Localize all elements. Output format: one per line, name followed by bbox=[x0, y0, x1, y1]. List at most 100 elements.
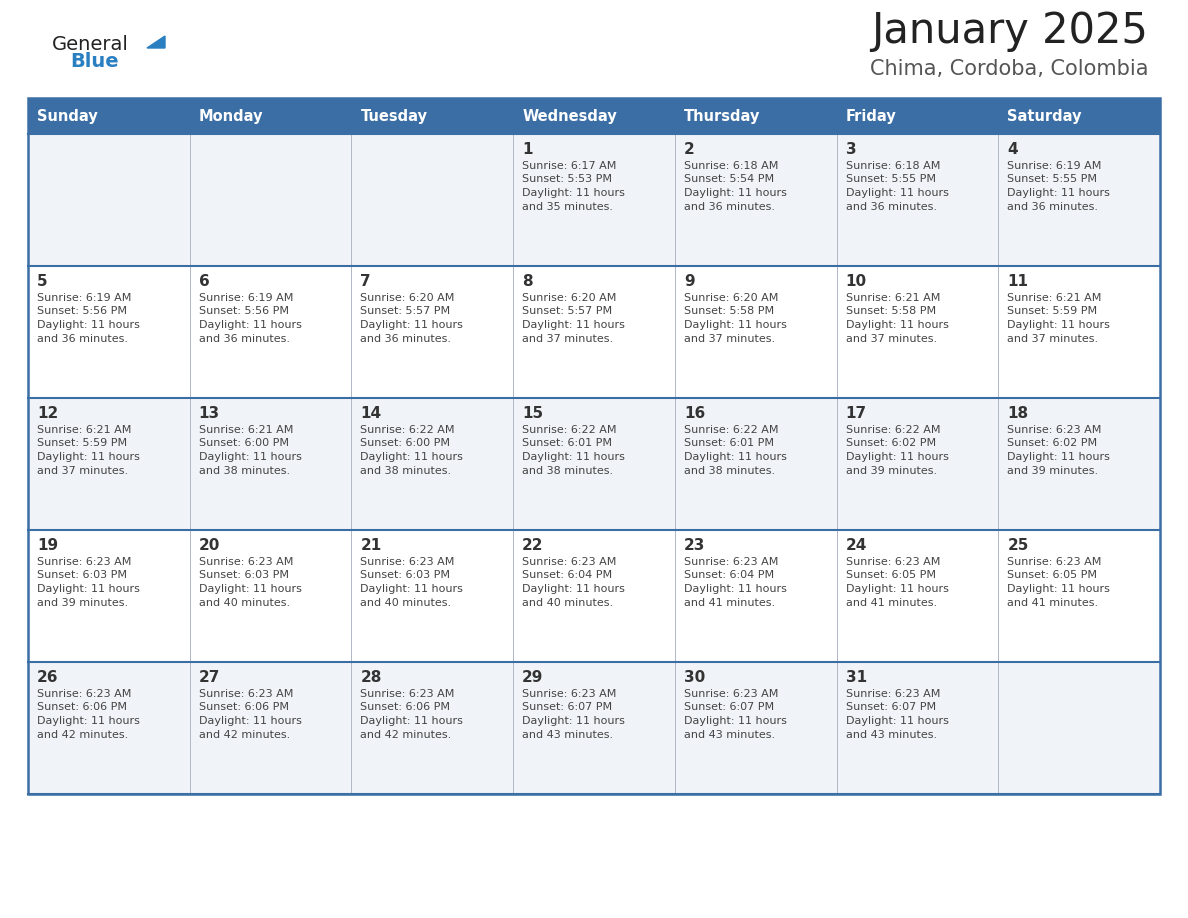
Text: and 41 minutes.: and 41 minutes. bbox=[1007, 598, 1099, 608]
Bar bbox=[998, 530, 1159, 662]
Text: and 40 minutes.: and 40 minutes. bbox=[360, 598, 451, 608]
Text: and 38 minutes.: and 38 minutes. bbox=[523, 465, 613, 476]
Text: and 40 minutes.: and 40 minutes. bbox=[523, 598, 613, 608]
Text: Daylight: 11 hours: Daylight: 11 hours bbox=[1007, 452, 1110, 462]
Text: Daylight: 11 hours: Daylight: 11 hours bbox=[523, 188, 625, 198]
Text: Sunrise: 6:20 AM: Sunrise: 6:20 AM bbox=[360, 293, 455, 303]
Text: 7: 7 bbox=[360, 274, 371, 289]
Text: and 39 minutes.: and 39 minutes. bbox=[846, 465, 936, 476]
Text: Daylight: 11 hours: Daylight: 11 hours bbox=[360, 320, 463, 330]
Text: Sunrise: 6:23 AM: Sunrise: 6:23 AM bbox=[360, 689, 455, 699]
Text: Sunrise: 6:23 AM: Sunrise: 6:23 AM bbox=[198, 689, 293, 699]
Text: 14: 14 bbox=[360, 406, 381, 421]
Text: Daylight: 11 hours: Daylight: 11 hours bbox=[684, 320, 786, 330]
Text: Saturday: Saturday bbox=[1007, 108, 1082, 124]
Text: Sunrise: 6:23 AM: Sunrise: 6:23 AM bbox=[1007, 557, 1101, 567]
Text: and 42 minutes.: and 42 minutes. bbox=[198, 730, 290, 740]
Text: and 36 minutes.: and 36 minutes. bbox=[846, 201, 936, 211]
Bar bbox=[190, 134, 352, 266]
Text: Sunrise: 6:21 AM: Sunrise: 6:21 AM bbox=[37, 425, 132, 435]
Text: Sunset: 5:58 PM: Sunset: 5:58 PM bbox=[846, 307, 936, 317]
Text: Daylight: 11 hours: Daylight: 11 hours bbox=[37, 716, 140, 726]
Text: and 36 minutes.: and 36 minutes. bbox=[684, 201, 775, 211]
Text: Daylight: 11 hours: Daylight: 11 hours bbox=[846, 452, 948, 462]
Text: and 39 minutes.: and 39 minutes. bbox=[37, 598, 128, 608]
Bar bbox=[836, 530, 998, 662]
Text: Daylight: 11 hours: Daylight: 11 hours bbox=[684, 584, 786, 594]
Text: 29: 29 bbox=[523, 670, 544, 685]
Text: Sunset: 6:03 PM: Sunset: 6:03 PM bbox=[198, 570, 289, 580]
Text: and 38 minutes.: and 38 minutes. bbox=[360, 465, 451, 476]
Polygon shape bbox=[147, 36, 165, 48]
Text: Sunset: 5:58 PM: Sunset: 5:58 PM bbox=[684, 307, 775, 317]
Text: and 39 minutes.: and 39 minutes. bbox=[1007, 465, 1099, 476]
Text: and 37 minutes.: and 37 minutes. bbox=[523, 333, 613, 343]
Text: Sunrise: 6:21 AM: Sunrise: 6:21 AM bbox=[846, 293, 940, 303]
Text: Daylight: 11 hours: Daylight: 11 hours bbox=[198, 452, 302, 462]
Bar bbox=[190, 266, 352, 398]
Text: Sunset: 5:56 PM: Sunset: 5:56 PM bbox=[37, 307, 127, 317]
Text: Sunrise: 6:18 AM: Sunrise: 6:18 AM bbox=[684, 161, 778, 171]
Text: and 38 minutes.: and 38 minutes. bbox=[684, 465, 775, 476]
Text: 23: 23 bbox=[684, 538, 706, 553]
Text: and 35 minutes.: and 35 minutes. bbox=[523, 201, 613, 211]
Text: Thursday: Thursday bbox=[684, 108, 760, 124]
Text: 13: 13 bbox=[198, 406, 220, 421]
Text: Daylight: 11 hours: Daylight: 11 hours bbox=[37, 320, 140, 330]
Text: 4: 4 bbox=[1007, 142, 1018, 157]
Bar bbox=[29, 530, 190, 662]
Text: Sunset: 6:02 PM: Sunset: 6:02 PM bbox=[846, 439, 936, 449]
Text: 11: 11 bbox=[1007, 274, 1029, 289]
Text: 17: 17 bbox=[846, 406, 867, 421]
Text: and 43 minutes.: and 43 minutes. bbox=[684, 730, 775, 740]
Bar bbox=[29, 98, 1159, 794]
Text: Sunrise: 6:19 AM: Sunrise: 6:19 AM bbox=[1007, 161, 1101, 171]
Text: Daylight: 11 hours: Daylight: 11 hours bbox=[523, 716, 625, 726]
Text: Sunset: 5:54 PM: Sunset: 5:54 PM bbox=[684, 174, 775, 185]
Text: 6: 6 bbox=[198, 274, 209, 289]
Text: and 36 minutes.: and 36 minutes. bbox=[198, 333, 290, 343]
Text: 30: 30 bbox=[684, 670, 706, 685]
Text: Sunrise: 6:21 AM: Sunrise: 6:21 AM bbox=[198, 425, 293, 435]
Text: Sunrise: 6:23 AM: Sunrise: 6:23 AM bbox=[37, 689, 132, 699]
Text: January 2025: January 2025 bbox=[871, 10, 1148, 52]
Text: Sunrise: 6:21 AM: Sunrise: 6:21 AM bbox=[1007, 293, 1101, 303]
Text: 5: 5 bbox=[37, 274, 48, 289]
Text: Sunset: 6:01 PM: Sunset: 6:01 PM bbox=[523, 439, 612, 449]
Text: Sunset: 6:07 PM: Sunset: 6:07 PM bbox=[846, 702, 936, 712]
Bar bbox=[513, 98, 675, 134]
Text: Daylight: 11 hours: Daylight: 11 hours bbox=[684, 452, 786, 462]
Bar bbox=[352, 530, 513, 662]
Text: Daylight: 11 hours: Daylight: 11 hours bbox=[846, 320, 948, 330]
Bar bbox=[998, 266, 1159, 398]
Text: 31: 31 bbox=[846, 670, 867, 685]
Text: Sunrise: 6:22 AM: Sunrise: 6:22 AM bbox=[846, 425, 940, 435]
Text: Daylight: 11 hours: Daylight: 11 hours bbox=[684, 188, 786, 198]
Text: and 42 minutes.: and 42 minutes. bbox=[360, 730, 451, 740]
Bar bbox=[352, 266, 513, 398]
Text: Chima, Cordoba, Colombia: Chima, Cordoba, Colombia bbox=[870, 59, 1148, 79]
Text: and 36 minutes.: and 36 minutes. bbox=[1007, 201, 1098, 211]
Bar bbox=[998, 398, 1159, 530]
Text: Sunset: 6:04 PM: Sunset: 6:04 PM bbox=[684, 570, 775, 580]
Text: 16: 16 bbox=[684, 406, 706, 421]
Text: Sunset: 6:06 PM: Sunset: 6:06 PM bbox=[360, 702, 450, 712]
Text: Sunrise: 6:20 AM: Sunrise: 6:20 AM bbox=[684, 293, 778, 303]
Text: and 40 minutes.: and 40 minutes. bbox=[198, 598, 290, 608]
Text: Sunset: 6:06 PM: Sunset: 6:06 PM bbox=[37, 702, 127, 712]
Text: and 43 minutes.: and 43 minutes. bbox=[846, 730, 936, 740]
Text: Sunrise: 6:22 AM: Sunrise: 6:22 AM bbox=[523, 425, 617, 435]
Text: General: General bbox=[52, 35, 128, 54]
Text: Daylight: 11 hours: Daylight: 11 hours bbox=[37, 452, 140, 462]
Text: Sunset: 6:06 PM: Sunset: 6:06 PM bbox=[198, 702, 289, 712]
Text: Daylight: 11 hours: Daylight: 11 hours bbox=[198, 584, 302, 594]
Bar bbox=[998, 134, 1159, 266]
Bar bbox=[29, 398, 190, 530]
Text: Daylight: 11 hours: Daylight: 11 hours bbox=[523, 452, 625, 462]
Text: Daylight: 11 hours: Daylight: 11 hours bbox=[360, 452, 463, 462]
Text: 1: 1 bbox=[523, 142, 532, 157]
Text: Wednesday: Wednesday bbox=[523, 108, 617, 124]
Text: 27: 27 bbox=[198, 670, 220, 685]
Text: Daylight: 11 hours: Daylight: 11 hours bbox=[846, 716, 948, 726]
Text: Sunset: 6:05 PM: Sunset: 6:05 PM bbox=[846, 570, 936, 580]
